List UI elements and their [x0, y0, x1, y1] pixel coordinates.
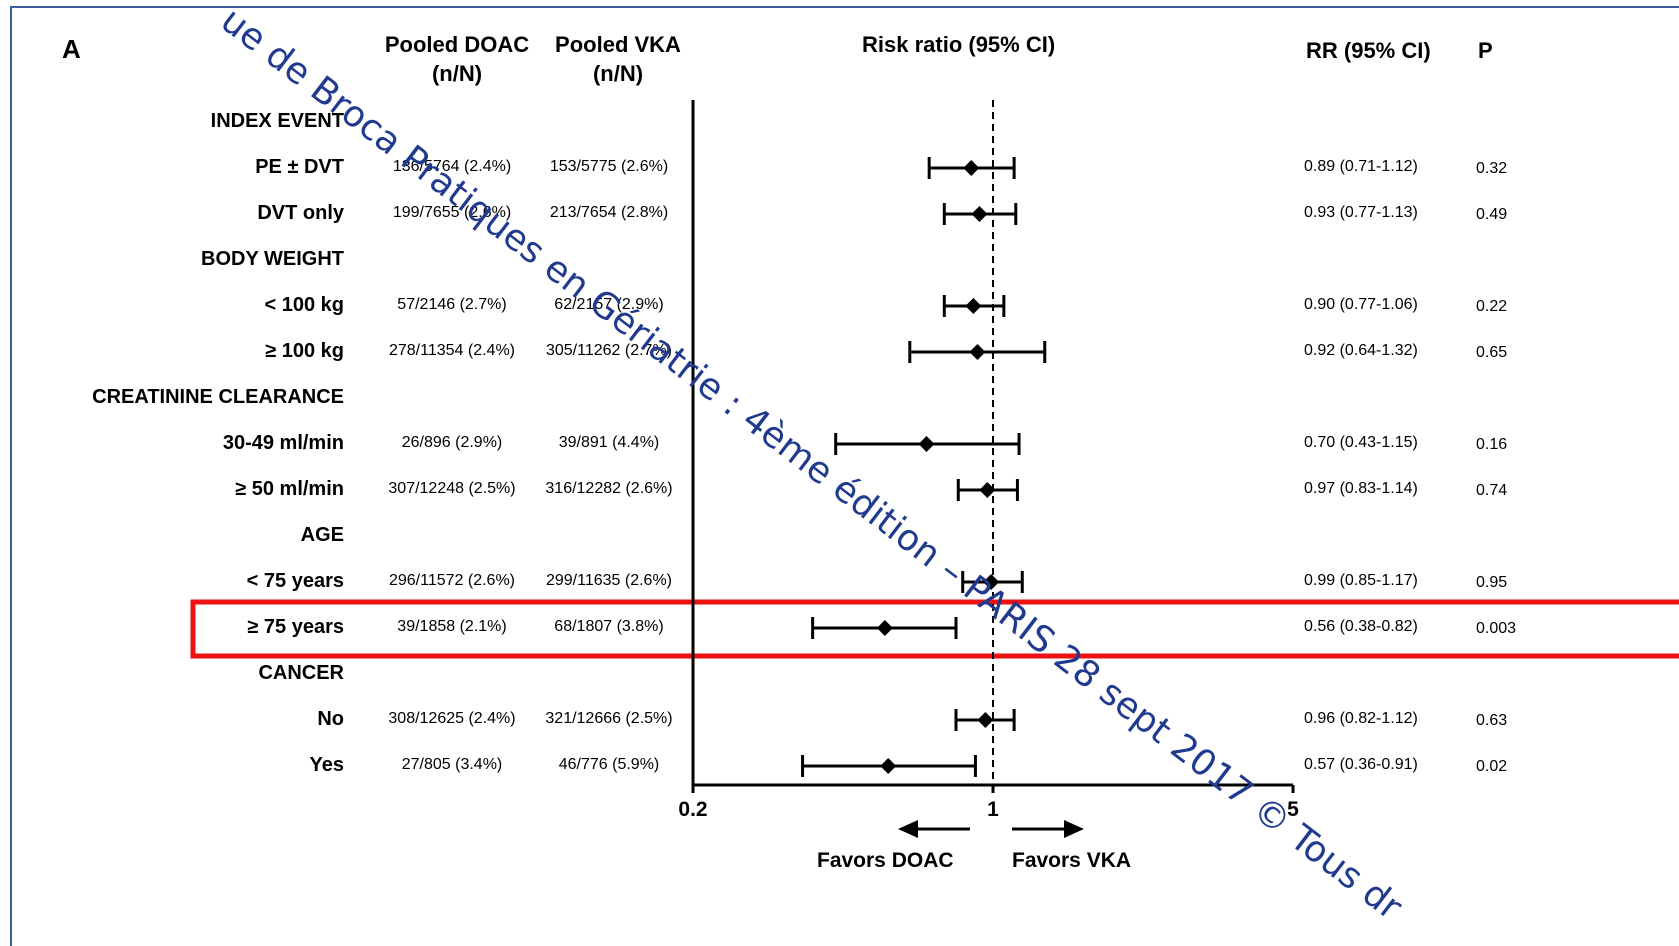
p-value: 0.22	[1476, 298, 1508, 315]
row-label: ≥ 100 kg	[265, 340, 344, 362]
doac-count: 39/1858 (2.1%)	[397, 618, 507, 635]
x-tick-label: 0.2	[678, 798, 708, 821]
p-value: 0.63	[1476, 712, 1508, 729]
rr-text: 0.90 (0.77-1.06)	[1304, 296, 1418, 313]
header-vka: Pooled VKA (n/N)	[555, 32, 681, 86]
section-label: AGE	[300, 524, 344, 546]
p-value: 0.65	[1476, 344, 1508, 361]
x-tick-label: 1	[987, 798, 999, 821]
vka-count: 39/891 (4.4%)	[558, 434, 660, 451]
row-label: DVT only	[257, 202, 344, 224]
p-value: 0.16	[1476, 436, 1508, 453]
vka-count: 153/5775 (2.6%)	[549, 158, 669, 175]
section-label: CREATININE CLEARANCE	[92, 386, 344, 408]
vka-count: 213/7654 (2.8%)	[549, 204, 669, 221]
rr-text: 0.97 (0.83-1.14)	[1304, 480, 1418, 497]
rr-text: 0.89 (0.71-1.12)	[1304, 158, 1418, 175]
rr-text: 0.57 (0.36-0.91)	[1304, 756, 1418, 773]
doac-count: 307/12248 (2.5%)	[388, 480, 516, 497]
vka-count: 299/11635 (2.6%)	[545, 572, 672, 589]
p-value: 0.02	[1476, 758, 1508, 775]
vka-count: 62/2157 (2.9%)	[554, 296, 664, 313]
rr-text: 0.56 (0.38-0.82)	[1304, 618, 1418, 635]
p-value: 0.32	[1476, 160, 1508, 177]
row-label: PE ± DVT	[255, 156, 344, 178]
header-rr: RR (95% CI)	[1306, 38, 1431, 63]
row-label: ≥ 75 years	[247, 616, 344, 638]
header-doac: Pooled DOAC (n/N)	[384, 32, 530, 86]
rr-text: 0.96 (0.82-1.12)	[1304, 710, 1418, 727]
doac-count: 26/896 (2.9%)	[401, 434, 503, 451]
row-label: ≥ 50 ml/min	[235, 478, 344, 500]
doac-count: 278/11354 (2.4%)	[388, 342, 515, 359]
section-label: INDEX EVENT	[210, 110, 344, 132]
doac-count: 57/2146 (2.7%)	[397, 296, 507, 313]
doac-count: 296/11572 (2.6%)	[388, 572, 515, 589]
rr-text: 0.99 (0.85-1.17)	[1304, 572, 1418, 589]
vka-count: 321/12666 (2.5%)	[545, 710, 673, 727]
doac-count: 136/5764 (2.4%)	[392, 158, 512, 175]
doac-count: 27/805 (3.4%)	[401, 756, 503, 773]
row-label: Yes	[309, 754, 344, 776]
rr-text: 0.93 (0.77-1.13)	[1304, 204, 1418, 221]
p-value: 0.95	[1476, 574, 1508, 591]
vka-count: 305/11262 (2.7%)	[545, 342, 672, 359]
x-tick-label: 5	[1287, 798, 1299, 821]
vka-count: 46/776 (5.9%)	[558, 756, 660, 773]
section-label: BODY WEIGHT	[201, 248, 344, 270]
panel-label: A	[62, 34, 81, 64]
favors-doac-label: Favors DOAC	[817, 849, 954, 872]
vka-count: 68/1807 (3.8%)	[554, 618, 664, 635]
figure-frame	[10, 6, 1679, 946]
row-label: No	[317, 708, 344, 730]
rr-text: 0.70 (0.43-1.15)	[1304, 434, 1418, 451]
section-label: CANCER	[258, 662, 344, 684]
doac-count: 199/7655 (2.6%)	[392, 204, 512, 221]
row-label: < 100 kg	[264, 294, 344, 316]
favors-vka-label: Favors VKA	[1012, 849, 1132, 872]
p-value: 0.49	[1476, 206, 1508, 223]
p-value: 0.74	[1476, 482, 1508, 499]
vka-count: 316/12282 (2.6%)	[545, 480, 673, 497]
rr-text: 0.92 (0.64-1.32)	[1304, 342, 1418, 359]
row-label: < 75 years	[246, 570, 344, 592]
header-risk-ratio: Risk ratio (95% CI)	[862, 32, 1056, 57]
p-value: 0.003	[1476, 620, 1517, 637]
row-label: 30-49 ml/min	[222, 432, 344, 454]
header-p: P	[1478, 38, 1493, 63]
doac-count: 308/12625 (2.4%)	[388, 710, 516, 727]
